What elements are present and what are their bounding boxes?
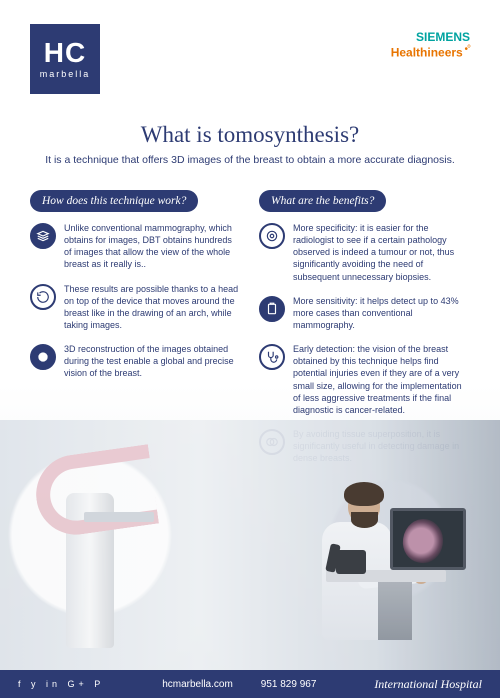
item-text: Unlike conventional mammography, which o… <box>64 222 241 271</box>
stethoscope-icon <box>259 344 285 370</box>
list-item: 3D reconstruction of the images obtained… <box>30 343 241 379</box>
layers-icon <box>30 223 56 249</box>
partner-line2: Healthineers <box>391 46 463 60</box>
page-title: What is tomosynthesis? <box>30 122 470 148</box>
list-item: These results are possible thanks to a h… <box>30 283 241 332</box>
footer-site: hcmarbella.com <box>162 679 233 690</box>
item-text: More sensitivity: it helps detect up to … <box>293 295 470 331</box>
item-text: Early detection: the vision of the breas… <box>293 343 470 416</box>
hero-photo <box>0 420 500 670</box>
list-item: Unlike conventional mammography, which o… <box>30 222 241 271</box>
social-icons: f y in G+ P <box>18 679 104 689</box>
partner-line1: SIEMENS <box>391 30 470 44</box>
footer-phone: 951 829 967 <box>261 679 317 690</box>
clipboard-icon <box>259 296 285 322</box>
partner-logo: SIEMENS Healthineers •° <box>391 24 470 61</box>
rotate-icon <box>30 284 56 310</box>
hc-logo: HC marbella <box>30 24 100 94</box>
partner-dots: •° <box>463 44 470 55</box>
item-text: More specificity: it is easier for the r… <box>293 222 470 283</box>
sphere-icon <box>30 344 56 370</box>
target-icon <box>259 223 285 249</box>
page-subtitle: It is a technique that offers 3D images … <box>30 154 470 166</box>
item-text: 3D reconstruction of the images obtained… <box>64 343 241 379</box>
left-heading: How does this technique work? <box>30 190 198 212</box>
logo-sub: marbella <box>40 69 91 79</box>
workstation <box>306 470 466 640</box>
logo-text: HC <box>44 39 86 67</box>
list-item: More specificity: it is easier for the r… <box>259 222 470 283</box>
footer-tag: International Hospital <box>374 677 482 692</box>
footer-bar: f y in G+ P hcmarbella.com 951 829 967 I… <box>0 670 500 698</box>
list-item: More sensitivity: it helps detect up to … <box>259 295 470 331</box>
item-text: These results are possible thanks to a h… <box>64 283 241 332</box>
list-item: Early detection: the vision of the breas… <box>259 343 470 416</box>
right-heading: What are the benefits? <box>259 190 386 212</box>
mammography-machine <box>26 438 176 648</box>
